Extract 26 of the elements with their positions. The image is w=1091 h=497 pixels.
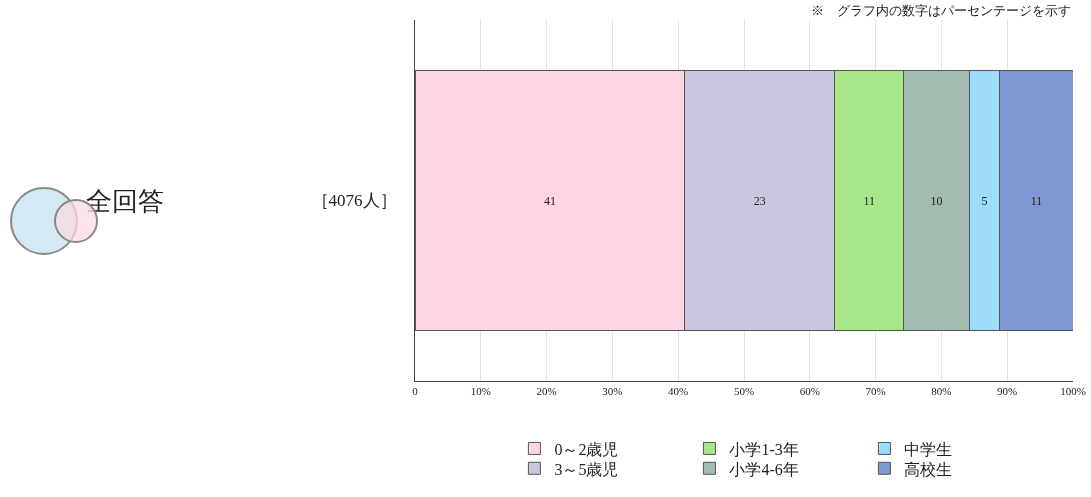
data-label: 11 [1030,193,1043,208]
x-tick-label: 0 [412,385,419,398]
text: ※ グラフ内の数字はパーセンテージを示す [811,3,1071,18]
x-tick-label: 60% [799,385,820,398]
data-label: 11 [863,193,876,208]
legend-label: 中学生 [904,440,953,458]
legend-label: 小学1-3年 [729,440,799,458]
data-label: 23 [753,193,766,208]
x-tick-label: 80% [931,385,952,398]
data-label: 5 [981,193,988,208]
y-tick-label: ［4076人］ [311,191,397,211]
x-tick-label: 90% [997,385,1018,398]
x-tick-label: 70% [865,385,886,398]
text: 全回答 [86,186,164,216]
legend-label: 高校生 [904,460,953,478]
legend-label: 0～2歳児 [554,440,619,458]
data-label: 41 [543,193,556,208]
x-tick-label: 40% [668,385,689,398]
x-tick-label: 50% [733,385,755,398]
data-label: 10 [930,193,943,208]
x-tick-label: 20% [536,385,557,398]
x-tick-label: 100% [1060,385,1086,398]
legend-label: 3～5歳児 [554,460,619,478]
x-tick-label: 10% [470,385,491,398]
legend-label: 小学4-6年 [729,460,799,478]
x-tick-label: 30% [602,385,623,398]
